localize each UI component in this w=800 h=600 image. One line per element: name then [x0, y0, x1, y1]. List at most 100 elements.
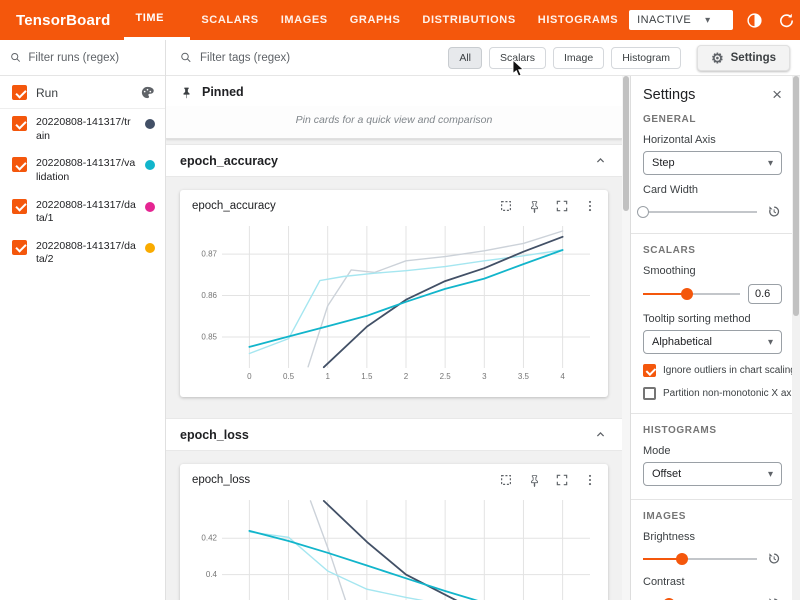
tab-images[interactable]: IMAGES	[270, 0, 339, 40]
card-title: epoch_accuracy	[192, 200, 276, 212]
images-section-label: IMAGES	[643, 511, 782, 522]
fullscreen-button[interactable]	[554, 472, 570, 488]
run-checkbox[interactable]	[12, 240, 27, 255]
tag-filter-chips: All Scalars Image Histogram	[448, 47, 681, 69]
chevron-down-icon: ▾	[768, 337, 773, 348]
chevron-up-icon[interactable]	[593, 153, 608, 168]
select-all-runs-checkbox[interactable]	[12, 85, 27, 100]
more-options-button[interactable]	[582, 472, 598, 488]
palette-icon[interactable]	[140, 85, 155, 100]
brightness-slider[interactable]	[643, 552, 757, 566]
chip-image[interactable]: Image	[553, 47, 604, 69]
svg-text:0: 0	[247, 372, 252, 381]
run-checkbox[interactable]	[12, 199, 27, 214]
pin-icon	[180, 86, 193, 99]
svg-text:1: 1	[325, 372, 330, 381]
fit-data-icon	[499, 473, 513, 487]
pin-card-button[interactable]	[526, 472, 542, 488]
scrollbar-thumb[interactable]	[623, 76, 629, 211]
run-color-dot	[145, 160, 155, 170]
partition-x-axis-row[interactable]: Partition non-monotonic X axis i	[643, 387, 782, 400]
tooltip-sorting-select[interactable]: Alphabetical ▾	[643, 330, 782, 354]
svg-text:0.5: 0.5	[283, 372, 295, 381]
settings-scrollbar[interactable]	[792, 76, 800, 600]
svg-text:0.87: 0.87	[201, 250, 217, 259]
scalar-card-epoch-accuracy: epoch_accuracy 00.511.522.	[180, 190, 608, 397]
run-name: 20220808-141317/data/2	[36, 240, 136, 267]
slider-thumb[interactable]	[637, 206, 649, 218]
filter-runs-input[interactable]	[28, 52, 155, 64]
tab-scalars[interactable]: SCALARS	[190, 0, 269, 40]
fit-data-icon	[499, 199, 513, 213]
reset-brightness-button[interactable]	[765, 550, 782, 567]
run-row-data-1[interactable]: 20220808-141317/data/1	[0, 192, 165, 233]
ignore-outliers-checkbox[interactable]	[643, 364, 656, 377]
horizontal-axis-select[interactable]: Step ▾	[643, 151, 782, 175]
partition-x-axis-checkbox[interactable]	[643, 387, 656, 400]
settings-panel-header: Settings ×	[643, 86, 782, 103]
chevron-up-icon[interactable]	[593, 427, 608, 442]
contrast-slider[interactable]	[643, 597, 757, 600]
section-epoch-accuracy: epoch_accuracy epoch_accuracy	[166, 144, 622, 413]
theme-toggle-button[interactable]	[743, 9, 765, 31]
smoothing-slider[interactable]	[643, 287, 740, 301]
section-header-epoch-loss[interactable]: epoch_loss	[166, 418, 622, 451]
ignore-outliers-label: Ignore outliers in chart scaling	[663, 365, 796, 376]
open-settings-button[interactable]: ⚙ Settings	[697, 45, 790, 71]
chip-all[interactable]: All	[448, 47, 482, 69]
reset-card-width-button[interactable]	[765, 203, 782, 220]
reset-contrast-button[interactable]	[765, 595, 782, 600]
chart-container: 00.511.522.533.540.360.380.40.42	[180, 490, 608, 600]
section-epoch-loss: epoch_loss epoch_loss	[166, 418, 622, 600]
svg-text:0.86: 0.86	[201, 291, 217, 300]
tab-histograms[interactable]: HISTOGRAMS	[527, 0, 629, 40]
tab-graphs[interactable]: GRAPHS	[339, 0, 412, 40]
more-options-button[interactable]	[582, 198, 598, 214]
svg-text:0.85: 0.85	[201, 332, 217, 341]
slider-thumb[interactable]	[676, 553, 688, 565]
run-row-data-2[interactable]: 20220808-141317/data/2	[0, 233, 165, 274]
pin-card-button[interactable]	[526, 198, 542, 214]
run-row-train[interactable]: 20220808-141317/train	[0, 109, 165, 150]
partition-x-axis-label: Partition non-monotonic X axis	[663, 388, 799, 399]
slider-thumb[interactable]	[681, 288, 693, 300]
tags-toolbar: All Scalars Image Histogram ⚙ Settings	[166, 40, 800, 76]
brightness-label: Brightness	[643, 531, 782, 543]
reset-icon	[766, 596, 781, 600]
card-width-slider[interactable]	[643, 205, 757, 219]
close-icon[interactable]: ×	[772, 86, 782, 103]
tab-distributions[interactable]: DISTRIBUTIONS	[411, 0, 526, 40]
run-name: 20220808-141317/validation	[36, 157, 136, 184]
reload-status-dropdown[interactable]: INACTIVE ▾	[629, 10, 733, 30]
main-scrollbar[interactable]	[622, 76, 630, 600]
tooltip-sorting-value: Alphabetical	[652, 336, 712, 348]
svg-text:4: 4	[560, 372, 565, 381]
filter-tags-input[interactable]	[200, 52, 440, 64]
divider	[631, 233, 800, 234]
epoch-accuracy-chart[interactable]: 00.511.522.533.540.850.860.87	[182, 216, 602, 386]
main-column: All Scalars Image Histogram ⚙ Settings	[166, 40, 800, 600]
smoothing-value-input[interactable]: 0.6	[748, 284, 782, 304]
svg-text:1.5: 1.5	[361, 372, 373, 381]
histogram-mode-label: Mode	[643, 445, 782, 457]
tab-time-series[interactable]: TIME SERIES	[124, 0, 190, 40]
chip-scalars[interactable]: Scalars	[489, 47, 546, 69]
run-checkbox[interactable]	[12, 157, 27, 172]
fit-to-data-button[interactable]	[498, 472, 514, 488]
search-icon	[10, 51, 21, 64]
chip-histogram[interactable]: Histogram	[611, 47, 681, 69]
run-checkbox[interactable]	[12, 116, 27, 131]
run-row-validation[interactable]: 20220808-141317/validation	[0, 150, 165, 191]
tooltip-sorting-label: Tooltip sorting method	[643, 313, 782, 325]
fit-to-data-button[interactable]	[498, 198, 514, 214]
ignore-outliers-row[interactable]: Ignore outliers in chart scaling	[643, 364, 782, 377]
refresh-button[interactable]	[775, 9, 797, 31]
more-vert-icon	[583, 473, 597, 487]
scrollbar-thumb[interactable]	[793, 76, 799, 316]
histogram-mode-value: Offset	[652, 468, 681, 480]
section-header-epoch-accuracy[interactable]: epoch_accuracy	[166, 144, 622, 177]
appbar-controls: INACTIVE ▾ ⚙ ?	[629, 9, 800, 31]
fullscreen-button[interactable]	[554, 198, 570, 214]
histogram-mode-select[interactable]: Offset ▾	[643, 462, 782, 486]
epoch-loss-chart[interactable]: 00.511.522.533.540.360.380.40.42	[182, 490, 602, 600]
